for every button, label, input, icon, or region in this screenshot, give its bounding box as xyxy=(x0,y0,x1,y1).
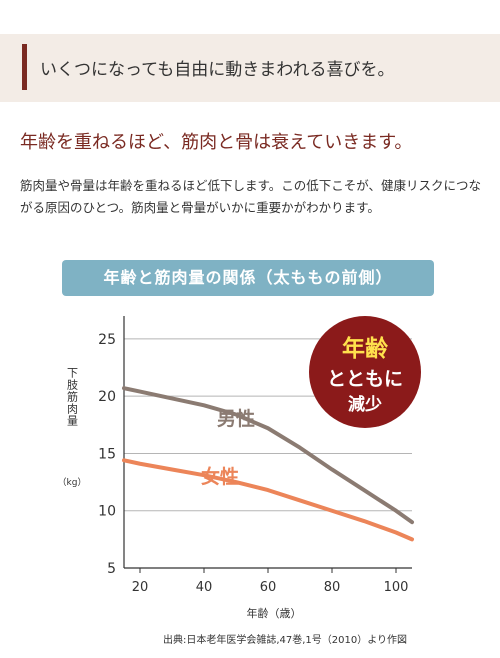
chart-title: 年齢と筋肉量の関係（太ももの前側） xyxy=(62,260,434,296)
badge-line2: とともに xyxy=(327,368,403,390)
source-note: 出典:日本老年医学会雑誌,47巻,1号（2010）より作図 xyxy=(162,635,408,646)
header-band: いくつになっても自由に動きまわれる喜びを。 xyxy=(0,34,500,102)
x-tick-label: 80 xyxy=(324,580,341,595)
y-tick-label: 5 xyxy=(107,561,116,577)
body-paragraph: 筋肉量や骨量は年齢を重ねるほど低下します。この低下こそが、健康リスクにつながる原… xyxy=(20,178,482,215)
header-text: いくつになっても自由に動きまわれる喜びを。 xyxy=(40,60,395,80)
series-label-male: 男性 xyxy=(217,407,255,430)
badge-line1: 年齢 xyxy=(342,335,388,362)
y-tick-label: 25 xyxy=(98,332,116,348)
y-axis-label: 下肢筋肉量 xyxy=(66,367,79,427)
series-label-female: 女性 xyxy=(201,465,239,488)
series-line-male xyxy=(122,386,414,525)
y-tick-label: 20 xyxy=(98,389,116,405)
series-line-female xyxy=(122,458,414,542)
y-tick-label: 15 xyxy=(98,446,116,462)
x-tick-label: 100 xyxy=(384,580,409,595)
y-tick-label: 10 xyxy=(98,504,116,520)
badge-circle xyxy=(309,316,421,428)
x-tick-label: 20 xyxy=(132,580,149,595)
x-tick-label: 60 xyxy=(260,580,277,595)
badge-line3: 減少 xyxy=(348,394,382,415)
decrease-badge: 年齢 とともに 減少 xyxy=(309,316,421,428)
section-subtitle: 年齢を重ねるほど、筋肉と骨は衰えていきます。 xyxy=(20,132,413,153)
y-axis-unit: （kg） xyxy=(58,477,87,488)
x-axis-label: 年齢（歳） xyxy=(247,606,302,620)
accent-bar xyxy=(22,44,27,90)
x-tick-label: 40 xyxy=(196,580,213,595)
